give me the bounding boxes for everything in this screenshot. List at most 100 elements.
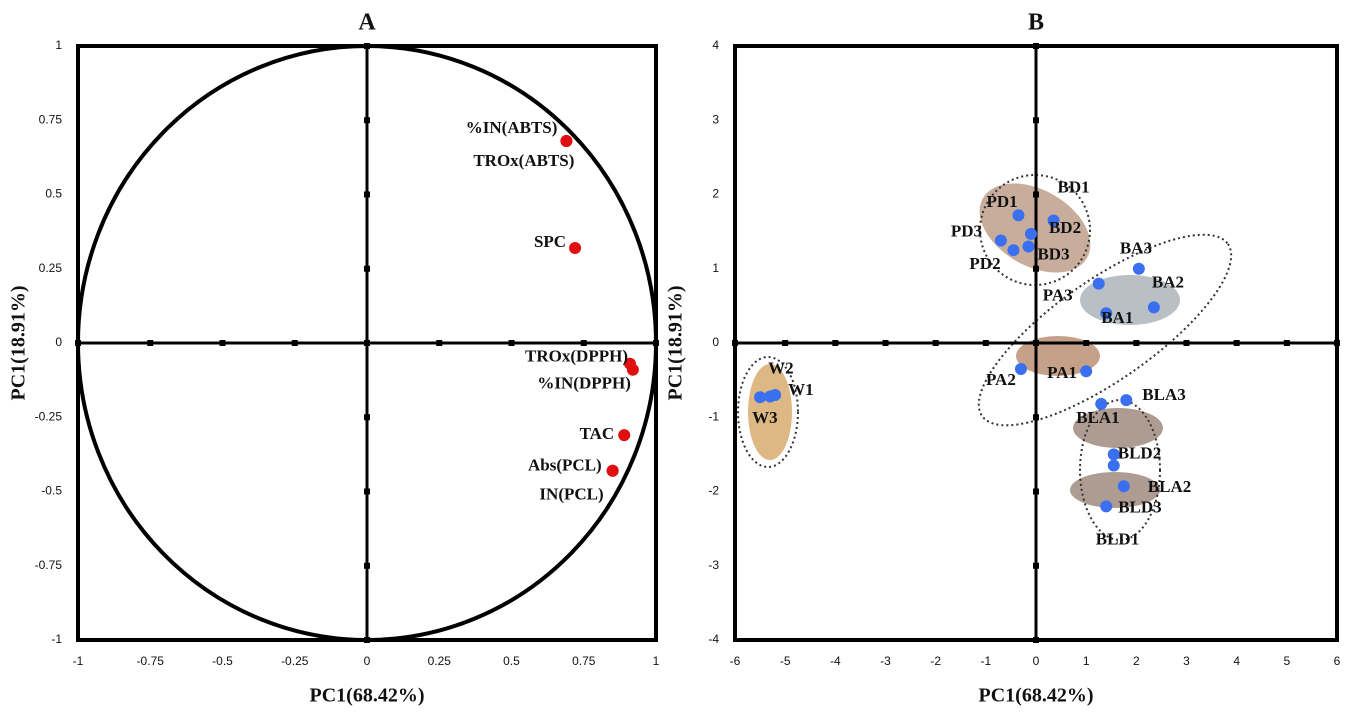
x-tick-label: -0.25 <box>281 654 309 668</box>
x-tick <box>147 340 154 346</box>
point <box>769 388 782 401</box>
x-tick <box>1083 340 1090 346</box>
point-label: BLD3 <box>1118 497 1161 516</box>
y-tick <box>364 117 370 124</box>
point-label: W1 <box>788 380 814 399</box>
point <box>569 241 582 254</box>
x-tick <box>832 340 839 346</box>
x-tick-label: -1 <box>73 654 84 668</box>
x-axis-label: PC1(68.42%) <box>979 685 1094 707</box>
x-tick-label: -4 <box>830 654 841 668</box>
point <box>1022 240 1035 253</box>
point-label: %IN(DPPH) <box>537 374 630 393</box>
x-tick <box>291 340 298 346</box>
y-tick <box>364 340 370 346</box>
y-tick <box>1033 637 1039 643</box>
y-tick <box>1033 191 1039 198</box>
x-tick <box>1133 340 1140 346</box>
x-tick-label: 0.5 <box>503 654 520 668</box>
point <box>1007 244 1020 257</box>
y-tick-label: 0.25 <box>39 261 63 275</box>
point <box>1024 227 1037 240</box>
point <box>1100 500 1113 513</box>
x-tick-label: -0.75 <box>137 654 165 668</box>
y-tick <box>1033 43 1039 49</box>
x-tick <box>653 340 659 346</box>
point <box>1014 362 1027 375</box>
x-tick <box>1183 340 1190 346</box>
x-tick <box>1283 340 1290 346</box>
point <box>626 363 639 376</box>
x-tick-label: -6 <box>730 654 741 668</box>
x-tick <box>782 340 789 346</box>
point <box>994 234 1007 247</box>
y-tick <box>364 488 370 495</box>
x-tick-label: -5 <box>780 654 791 668</box>
x-axis-label: PC1(68.42%) <box>310 685 425 707</box>
point-label: %IN(ABTS) <box>466 118 558 137</box>
y-tick-label: -0.25 <box>35 409 63 423</box>
y-tick <box>364 191 370 198</box>
point-label: PA1 <box>1047 363 1077 382</box>
x-tick-label: 1 <box>653 654 660 668</box>
y-tick-label: -1 <box>51 632 62 646</box>
point-label: TAC <box>580 424 615 443</box>
point <box>1095 397 1108 410</box>
x-tick-label: 0.75 <box>572 654 596 668</box>
x-tick <box>1233 340 1240 346</box>
point <box>1107 459 1120 472</box>
point <box>1012 209 1025 222</box>
point <box>1107 448 1120 461</box>
x-tick <box>580 340 587 346</box>
x-tick <box>982 340 989 346</box>
point-label: PD3 <box>951 221 982 240</box>
point-label: Abs(PCL) <box>528 456 602 475</box>
y-tick-label: 4 <box>712 38 719 52</box>
x-tick-label: -3 <box>880 654 891 668</box>
y-tick <box>1033 117 1039 124</box>
point-label: BLD1 <box>1096 529 1139 548</box>
x-tick-label: 0.25 <box>428 654 452 668</box>
y-tick <box>364 414 370 421</box>
point <box>618 429 631 442</box>
x-tick <box>508 340 515 346</box>
point-label: PD2 <box>969 254 1000 273</box>
y-tick-label: -0.75 <box>35 558 63 572</box>
y-tick-label: 0.5 <box>45 187 62 201</box>
x-tick <box>219 340 226 346</box>
x-tick-label: 4 <box>1233 654 1240 668</box>
point <box>1100 307 1113 320</box>
y-tick-label: 1 <box>712 261 719 275</box>
y-tick <box>364 637 370 643</box>
y-tick-label: -1 <box>708 409 719 423</box>
x-tick-label: -1 <box>980 654 991 668</box>
point <box>606 464 619 477</box>
point-label: BD1 <box>1058 177 1090 196</box>
point <box>1147 301 1160 314</box>
y-axis-label: PC1(18.91%) <box>665 286 687 401</box>
x-tick <box>882 340 889 346</box>
point-label: W3 <box>752 408 778 427</box>
x-tick-label: -2 <box>930 654 941 668</box>
y-tick-label: 1 <box>55 38 62 52</box>
point-label: PA2 <box>986 370 1016 389</box>
y-tick-label: -0.5 <box>41 484 62 498</box>
x-tick-label: 0 <box>364 654 371 668</box>
x-tick-label: 1 <box>1083 654 1090 668</box>
point-label: BLD2 <box>1118 443 1161 462</box>
y-tick <box>1033 562 1039 569</box>
point-label: PD1 <box>986 192 1017 211</box>
y-tick-label: 0.75 <box>39 112 63 126</box>
y-tick-label: -2 <box>708 484 719 498</box>
point-label: BLA2 <box>1148 477 1191 496</box>
y-tick-label: 0 <box>712 335 719 349</box>
y-tick-label: 2 <box>712 187 719 201</box>
y-tick <box>1033 414 1039 421</box>
chart-title: A <box>358 10 376 36</box>
x-tick <box>1334 340 1340 346</box>
x-tick-label: 5 <box>1283 654 1290 668</box>
point <box>1120 394 1133 407</box>
x-tick <box>732 340 738 346</box>
point <box>1117 480 1130 493</box>
